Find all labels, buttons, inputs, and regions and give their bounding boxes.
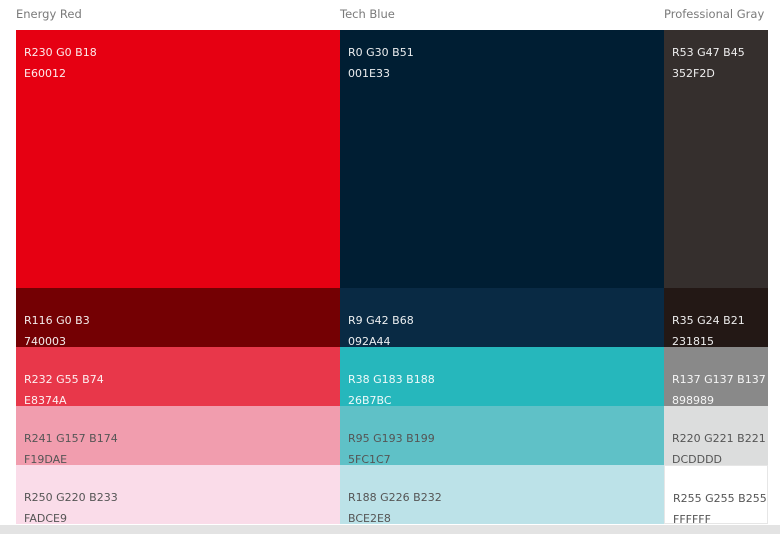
rgb-label: R95 G193 B199 (348, 432, 435, 445)
rgb-label: R53 G47 B45 (672, 46, 745, 59)
hex-label: F19DAE (24, 453, 68, 466)
hex-label: BCE2E8 (348, 512, 391, 525)
hex-label: 231815 (672, 335, 714, 348)
color-swatch: R9 G42 B68 092A44 (340, 288, 664, 348)
color-swatch: R53 G47 B45 352F2D (664, 30, 768, 288)
hex-label: 898989 (672, 394, 714, 407)
hex-label: FFFFFF (673, 513, 711, 526)
color-swatch: R116 G0 B3 740003 (16, 288, 340, 348)
color-swatch: R255 G255 B255 FFFFFF (664, 465, 768, 526)
rgb-label: R230 G0 B18 (24, 46, 97, 59)
hex-label: 001E33 (348, 67, 390, 80)
hex-label: E8374A (24, 394, 67, 407)
rgb-label: R0 G30 B51 (348, 46, 414, 59)
color-swatch: R95 G193 B199 5FC1C7 (340, 406, 664, 466)
rgb-label: R250 G220 B233 (24, 491, 118, 504)
rgb-label: R38 G183 B188 (348, 373, 435, 386)
color-swatch: R137 G137 B137 898989 (664, 347, 768, 407)
column-title: Professional Gray (664, 7, 765, 21)
rgb-label: R9 G42 B68 (348, 314, 414, 327)
color-swatch: R35 G24 B21 231815 (664, 288, 768, 348)
hex-label: E60012 (24, 67, 66, 80)
column-title: Energy Red (16, 7, 82, 21)
color-swatch: R241 G157 B174 F19DAE (16, 406, 340, 466)
rgb-label: R220 G221 B221 (672, 432, 766, 445)
color-swatch: R232 G55 B74 E8374A (16, 347, 340, 407)
hex-label: 352F2D (672, 67, 715, 80)
color-swatch: R38 G183 B188 26B7BC (340, 347, 664, 407)
rgb-label: R137 G137 B137 (672, 373, 766, 386)
rgb-label: R116 G0 B3 (24, 314, 90, 327)
rgb-label: R232 G55 B74 (24, 373, 104, 386)
rgb-label: R255 G255 B255 (673, 492, 767, 505)
bottom-strip (0, 525, 780, 534)
color-swatch: R220 G221 B221 DCDDDD (664, 406, 768, 466)
color-swatch: R250 G220 B233 FADCE9 (16, 465, 340, 525)
hex-label: FADCE9 (24, 512, 67, 525)
column-title: Tech Blue (340, 7, 395, 21)
hex-label: 5FC1C7 (348, 453, 391, 466)
hex-label: DCDDDD (672, 453, 723, 466)
color-swatch: R0 G30 B51 001E33 (340, 30, 664, 288)
color-swatch: R188 G226 B232 BCE2E8 (340, 465, 664, 525)
hex-label: 26B7BC (348, 394, 392, 407)
rgb-label: R241 G157 B174 (24, 432, 118, 445)
rgb-label: R35 G24 B21 (672, 314, 745, 327)
hex-label: 092A44 (348, 335, 391, 348)
rgb-label: R188 G226 B232 (348, 491, 442, 504)
hex-label: 740003 (24, 335, 66, 348)
color-swatch: R230 G0 B18 E60012 (16, 30, 340, 288)
